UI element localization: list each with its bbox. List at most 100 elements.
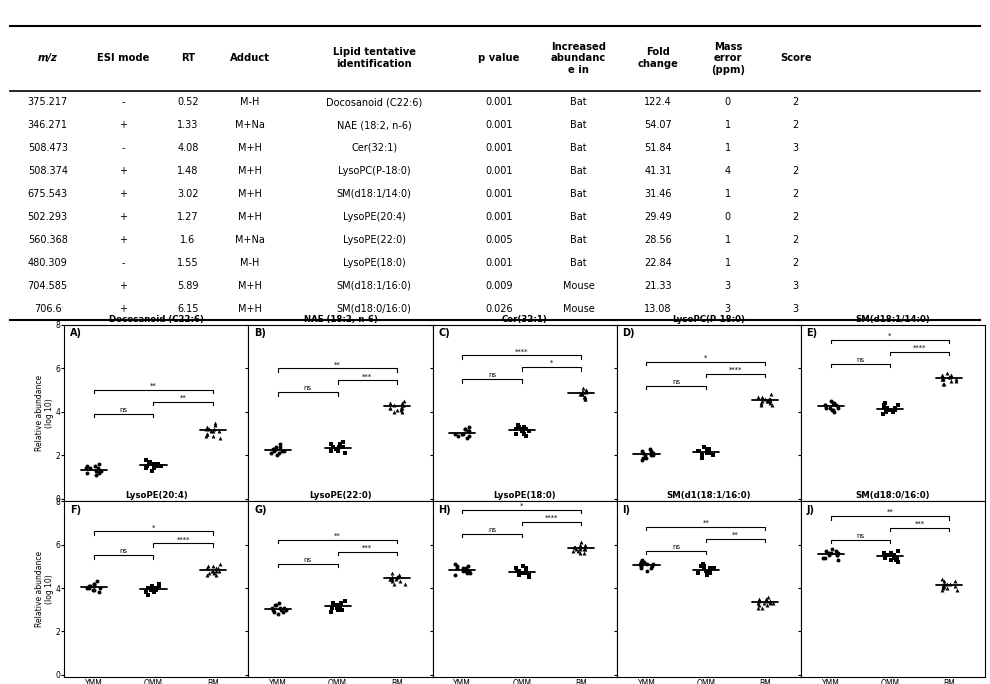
Point bbox=[817, 400, 833, 411]
Point bbox=[937, 576, 952, 587]
Point bbox=[634, 561, 649, 572]
Point bbox=[880, 550, 896, 561]
Text: 706.6: 706.6 bbox=[34, 304, 61, 313]
Point bbox=[830, 550, 845, 561]
Title: LysoPE(20:4): LysoPE(20:4) bbox=[125, 491, 188, 500]
Point bbox=[694, 450, 710, 461]
Point bbox=[947, 580, 963, 591]
Text: **: ** bbox=[335, 361, 341, 367]
Point bbox=[578, 384, 594, 395]
Text: 1: 1 bbox=[725, 258, 731, 267]
Text: M+Na: M+Na bbox=[235, 120, 264, 130]
Point bbox=[516, 421, 532, 432]
Point bbox=[273, 604, 289, 615]
Text: 3: 3 bbox=[793, 280, 799, 291]
Point bbox=[876, 548, 892, 559]
Point bbox=[876, 552, 892, 563]
Text: 4.08: 4.08 bbox=[177, 143, 199, 153]
Point bbox=[758, 596, 774, 607]
Point bbox=[460, 426, 476, 437]
Point bbox=[578, 387, 594, 398]
Text: 1.55: 1.55 bbox=[177, 258, 199, 267]
Point bbox=[754, 391, 770, 402]
Text: ****: **** bbox=[729, 367, 742, 373]
Text: 1: 1 bbox=[725, 120, 731, 130]
Point bbox=[749, 598, 765, 609]
Point bbox=[454, 428, 470, 439]
Text: 675.543: 675.543 bbox=[28, 189, 67, 199]
Point bbox=[878, 406, 894, 417]
Point bbox=[145, 580, 160, 591]
Point bbox=[91, 467, 107, 478]
Text: 5.89: 5.89 bbox=[177, 280, 199, 291]
Point bbox=[338, 596, 353, 607]
Point bbox=[266, 607, 282, 618]
Point bbox=[390, 404, 406, 415]
Point bbox=[936, 378, 951, 389]
Point bbox=[890, 400, 906, 411]
Point bbox=[639, 565, 654, 576]
Point bbox=[325, 441, 341, 452]
Text: -: - bbox=[122, 258, 125, 267]
Point bbox=[888, 554, 904, 565]
Text: **: ** bbox=[180, 395, 186, 401]
Point bbox=[830, 550, 845, 561]
Title: Docosanoid (C22:6): Docosanoid (C22:6) bbox=[109, 315, 204, 324]
Text: 2: 2 bbox=[793, 258, 799, 267]
Text: 3: 3 bbox=[793, 143, 799, 153]
Text: 2: 2 bbox=[793, 189, 799, 199]
Text: Score: Score bbox=[780, 53, 812, 64]
Text: 0.001: 0.001 bbox=[485, 97, 513, 107]
Point bbox=[82, 463, 98, 474]
Point bbox=[145, 585, 160, 596]
Point bbox=[753, 400, 769, 411]
Point bbox=[210, 563, 226, 574]
Point bbox=[948, 585, 964, 596]
Text: ***: *** bbox=[362, 545, 372, 551]
Point bbox=[940, 578, 955, 589]
Point bbox=[521, 426, 537, 437]
Point bbox=[386, 578, 402, 589]
Point bbox=[700, 570, 716, 581]
Point bbox=[394, 402, 410, 413]
Point bbox=[90, 463, 106, 474]
Point bbox=[275, 607, 291, 618]
Point bbox=[883, 548, 899, 559]
Text: Fold
change: Fold change bbox=[638, 47, 678, 69]
Point bbox=[702, 567, 718, 578]
Text: Docosanoid (C22:6): Docosanoid (C22:6) bbox=[326, 97, 423, 107]
Point bbox=[948, 373, 964, 384]
Point bbox=[577, 391, 593, 402]
Text: Bat: Bat bbox=[570, 212, 587, 222]
Text: ***: *** bbox=[362, 373, 372, 379]
Text: 508.374: 508.374 bbox=[28, 166, 67, 176]
Text: M+H: M+H bbox=[238, 166, 261, 176]
Point bbox=[394, 406, 410, 417]
Text: Bat: Bat bbox=[570, 258, 587, 267]
Point bbox=[198, 430, 214, 441]
Point bbox=[395, 400, 411, 411]
Point bbox=[391, 570, 407, 581]
Point bbox=[153, 461, 169, 472]
Text: *: * bbox=[888, 333, 892, 339]
Point bbox=[207, 424, 223, 435]
Text: 375.217: 375.217 bbox=[28, 97, 68, 107]
Point bbox=[151, 578, 167, 589]
Point bbox=[887, 404, 903, 415]
Point bbox=[572, 548, 588, 559]
Text: 2: 2 bbox=[793, 120, 799, 130]
Point bbox=[890, 546, 906, 557]
Point bbox=[205, 565, 221, 576]
Point bbox=[757, 393, 773, 404]
Point bbox=[82, 580, 98, 591]
Text: +: + bbox=[120, 189, 128, 199]
Point bbox=[509, 424, 525, 435]
Point bbox=[936, 378, 951, 389]
Point bbox=[941, 371, 957, 382]
Point bbox=[265, 604, 281, 615]
Point bbox=[516, 567, 532, 578]
Point bbox=[935, 574, 950, 585]
Text: 480.309: 480.309 bbox=[28, 258, 67, 267]
Point bbox=[335, 604, 350, 615]
Point bbox=[515, 424, 531, 435]
